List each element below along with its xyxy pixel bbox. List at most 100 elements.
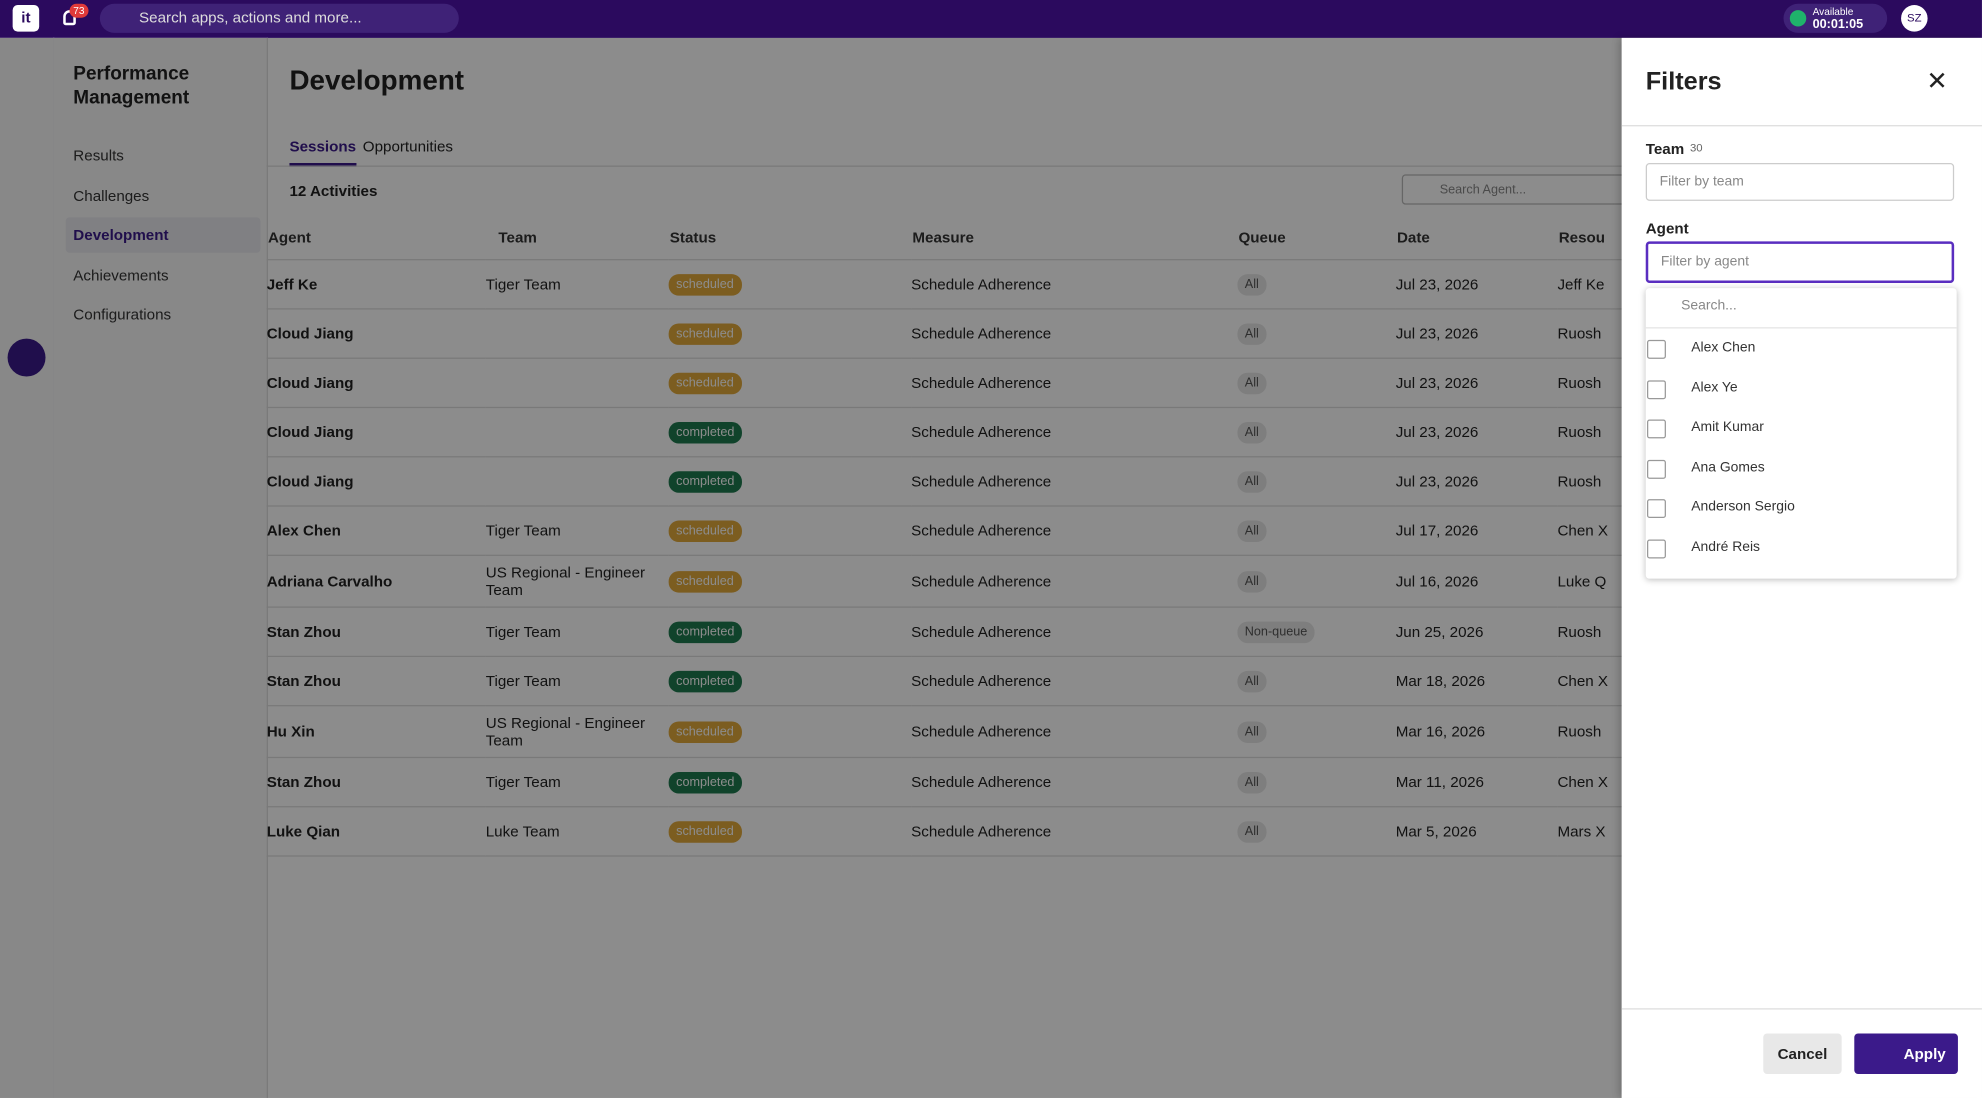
cell: Schedule Adherence (911, 607, 1238, 658)
agent-option[interactable]: Anderson Sergio (1691, 499, 1795, 515)
table-row[interactable]: Cloud Jiang completed Schedule Adherence Al… (266, 456, 1658, 507)
agent-option[interactable]: Amit Kumar (1691, 419, 1764, 435)
close-button[interactable]: ✕ (1926, 68, 1948, 97)
cell: Tiger Team (485, 259, 669, 310)
status-badge: scheduled (668, 322, 742, 345)
filter-panel: Filters ✕ Team 30 Filter by team Agent F… (1621, 37, 1982, 1098)
cell-text: Mars X (1557, 822, 1606, 841)
sidebar: Performance Management Results Challenges… (53, 37, 268, 1098)
queue-badge: All (1237, 322, 1267, 345)
checkbox[interactable] (1646, 459, 1666, 479)
checkbox[interactable] (1646, 379, 1666, 399)
status-pill[interactable]: Available 00:01:05 (1783, 3, 1888, 33)
cell: completed (668, 407, 912, 458)
nav-item[interactable]: Development (65, 217, 261, 253)
cell: scheduled (668, 705, 912, 759)
team-select[interactable]: Filter by team (1645, 162, 1955, 201)
cell-text: Tiger Team (485, 521, 561, 540)
cell-text: Schedule Adherence (911, 773, 1052, 791)
table-row[interactable]: Cloud Jiang scheduled Schedule Adherence Al… (266, 358, 1658, 409)
cell (485, 456, 669, 507)
cell: Stan Zhou (266, 607, 486, 658)
nav-item[interactable]: Challenges (73, 186, 150, 205)
cell-text: Stan Zhou (266, 622, 341, 641)
tab[interactable]: Sessions (289, 138, 357, 167)
table-row[interactable]: Stan Zhou Tiger Team completed Schedule Adh… (266, 607, 1658, 658)
cell-text: Ruosh (1557, 622, 1602, 641)
cell: Alex Chen (266, 506, 486, 556)
cell: Hu Xin (266, 705, 486, 759)
cell-text: Jul 23, 2026 (1395, 423, 1479, 441)
overlay[interactable] (0, 37, 1622, 1098)
cell-text: Schedule Adherence (911, 672, 1052, 690)
checkbox[interactable] (1646, 499, 1666, 519)
dropdown-search[interactable]: Search... (1681, 298, 1737, 314)
status-badge: scheduled (668, 519, 742, 542)
cell-text: Cloud Jiang (266, 324, 354, 343)
cell-text: Jul 17, 2026 (1395, 521, 1479, 540)
agent-option[interactable]: Alex Ye (1691, 379, 1738, 395)
cell: Schedule Adherence (911, 806, 1238, 857)
table-row[interactable]: Stan Zhou Tiger Team completed Schedule Adh… (266, 656, 1658, 707)
tab[interactable]: Opportunities (362, 137, 453, 156)
cancel-button[interactable]: Cancel (1763, 1033, 1842, 1074)
cell-text: Schedule Adherence (911, 423, 1052, 441)
cell: All (1237, 407, 1396, 458)
cell-text: Schedule Adherence (911, 521, 1052, 540)
table-row[interactable]: Alex Chen Tiger Team scheduled Schedule Adh… (266, 506, 1658, 556)
queue-badge: All (1237, 519, 1267, 542)
nav-item[interactable]: Achievements (73, 266, 169, 285)
status-badge: scheduled (668, 820, 742, 843)
checkbox[interactable] (1646, 339, 1666, 359)
agent-select[interactable]: Filter by agent (1645, 241, 1955, 284)
divider (1621, 1008, 1982, 1010)
cell: Jul 17, 2026 (1395, 506, 1558, 556)
agent-option[interactable]: Ana Gomes (1691, 459, 1765, 475)
table-row[interactable]: Jeff Ke Tiger Team scheduled Schedule Adher… (266, 259, 1658, 310)
column-header: Team (485, 214, 669, 261)
queue-badge: All (1237, 372, 1267, 394)
avatar[interactable]: SZ (1901, 5, 1928, 32)
agent-option[interactable]: André Reis (1691, 539, 1761, 555)
table-row[interactable]: Hu Xin US Regional - Engineer Team schedul… (266, 705, 1658, 759)
table-row[interactable]: Cloud Jiang completed Schedule Adherence Al… (266, 407, 1658, 458)
cell-text: Mar 18, 2026 (1395, 672, 1486, 690)
table-row[interactable]: Cloud Jiang scheduled Schedule Adherence Al… (266, 308, 1658, 359)
cell: US Regional - Engineer Team (485, 555, 669, 608)
cell: All (1237, 456, 1396, 507)
notification-count: 73 (69, 3, 89, 18)
logo[interactable]: it (12, 5, 40, 32)
checkbox[interactable] (1646, 539, 1666, 559)
queue-badge: All (1237, 820, 1267, 843)
cell-text: Cloud Jiang (266, 373, 354, 392)
cell-text: US Regional - Engineer Team (485, 563, 646, 599)
cell: Schedule Adherence (911, 656, 1238, 707)
table-row[interactable]: Adriana Carvalho US Regional - Engineer T… (266, 555, 1658, 608)
cell: Schedule Adherence (911, 308, 1238, 359)
apply-button[interactable]: Apply (1854, 1033, 1958, 1074)
queue-badge: All (1237, 670, 1267, 692)
table-row[interactable]: Luke Qian Luke Team scheduled Schedule Adhe… (266, 806, 1658, 857)
cell: Cloud Jiang (266, 308, 486, 359)
global-search[interactable]: Search apps, actions and more... (99, 3, 459, 33)
checkbox[interactable] (1646, 419, 1666, 439)
cell-text: Jul 23, 2026 (1395, 472, 1479, 491)
table-row[interactable]: Stan Zhou Tiger Team completed Schedule Adh… (266, 757, 1658, 808)
nav-item[interactable]: Results (73, 146, 124, 165)
cell-text: Jul 16, 2026 (1395, 572, 1479, 591)
cell-text: Schedule Adherence (911, 472, 1052, 491)
timer: 00:01:05 (1812, 17, 1864, 32)
agent-option[interactable]: Alex Chen (1691, 339, 1756, 356)
divider (266, 165, 1658, 167)
cell: Tiger Team (485, 607, 669, 658)
cell: Cloud Jiang (266, 456, 486, 507)
nav-item[interactable]: Configurations (73, 306, 172, 324)
cell: scheduled (668, 259, 912, 310)
active-icon[interactable] (7, 338, 46, 377)
cell-text: Tiger Team (485, 773, 561, 791)
cell: All (1237, 506, 1396, 556)
cell-text: Ruosh (1557, 373, 1602, 392)
cell-text: Jeff Ke (266, 275, 318, 294)
cell-text: Hu Xin (266, 722, 315, 741)
